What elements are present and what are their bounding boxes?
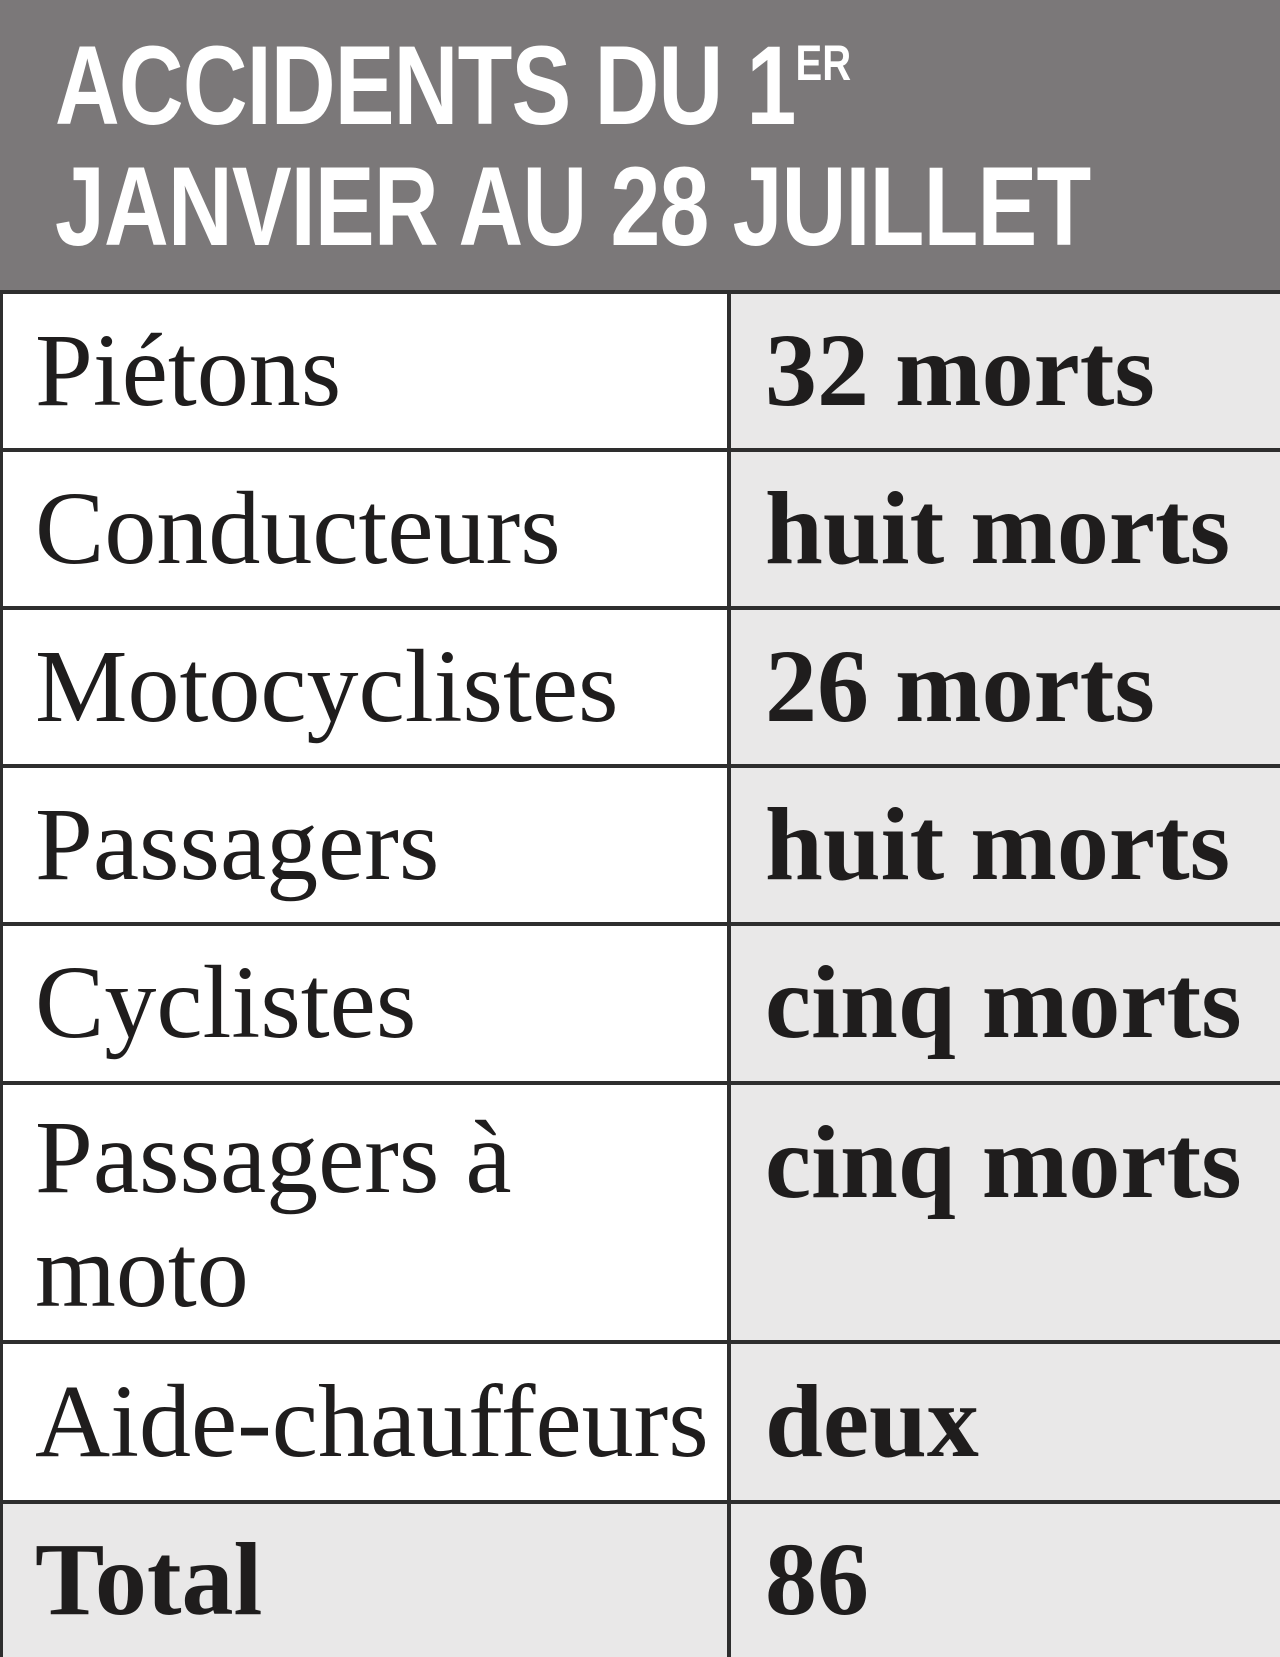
- title-superscript: ER: [795, 35, 852, 91]
- table-row: Piétons 32 morts: [3, 290, 1280, 448]
- row-value: huit morts: [727, 452, 1280, 606]
- accidents-table: Piétons 32 morts Conducteurs huit morts …: [0, 290, 1280, 1657]
- title-line2: JANVIER AU 28 JUILLET: [55, 144, 1091, 269]
- table-row: Cyclistes cinq morts: [3, 922, 1280, 1081]
- row-value: deux: [727, 1344, 1280, 1500]
- table-row: Aide-chauffeurs deux: [3, 1340, 1280, 1500]
- row-value: cinq morts: [727, 1085, 1280, 1340]
- total-value: 86: [727, 1504, 1280, 1657]
- table-row: Conducteurs huit morts: [3, 448, 1280, 606]
- row-label: Motocyclistes: [3, 610, 727, 764]
- row-value: huit morts: [727, 768, 1280, 922]
- title-line1: ACCIDENTS DU 1: [55, 23, 796, 148]
- row-value: 32 morts: [727, 294, 1280, 448]
- total-label: Total: [3, 1504, 727, 1657]
- row-label: Passagers à moto: [3, 1085, 727, 1340]
- row-label: Passagers: [3, 768, 727, 922]
- infographic-title: ACCIDENTS DU 1ER JANVIER AU 28 JUILLET: [55, 30, 1091, 263]
- row-label: Conducteurs: [3, 452, 727, 606]
- row-label: Cyclistes: [3, 926, 727, 1081]
- table-row: Passagers à moto cinq morts: [3, 1081, 1280, 1340]
- row-label: Aide-chauffeurs: [3, 1344, 727, 1500]
- infographic-header: ACCIDENTS DU 1ER JANVIER AU 28 JUILLET: [0, 0, 1280, 290]
- row-label: Piétons: [3, 294, 727, 448]
- table-row: Motocyclistes 26 morts: [3, 606, 1280, 764]
- row-value: cinq morts: [727, 926, 1280, 1081]
- table-row-total: Total 86: [3, 1500, 1280, 1657]
- row-value: 26 morts: [727, 610, 1280, 764]
- table-row: Passagers huit morts: [3, 764, 1280, 922]
